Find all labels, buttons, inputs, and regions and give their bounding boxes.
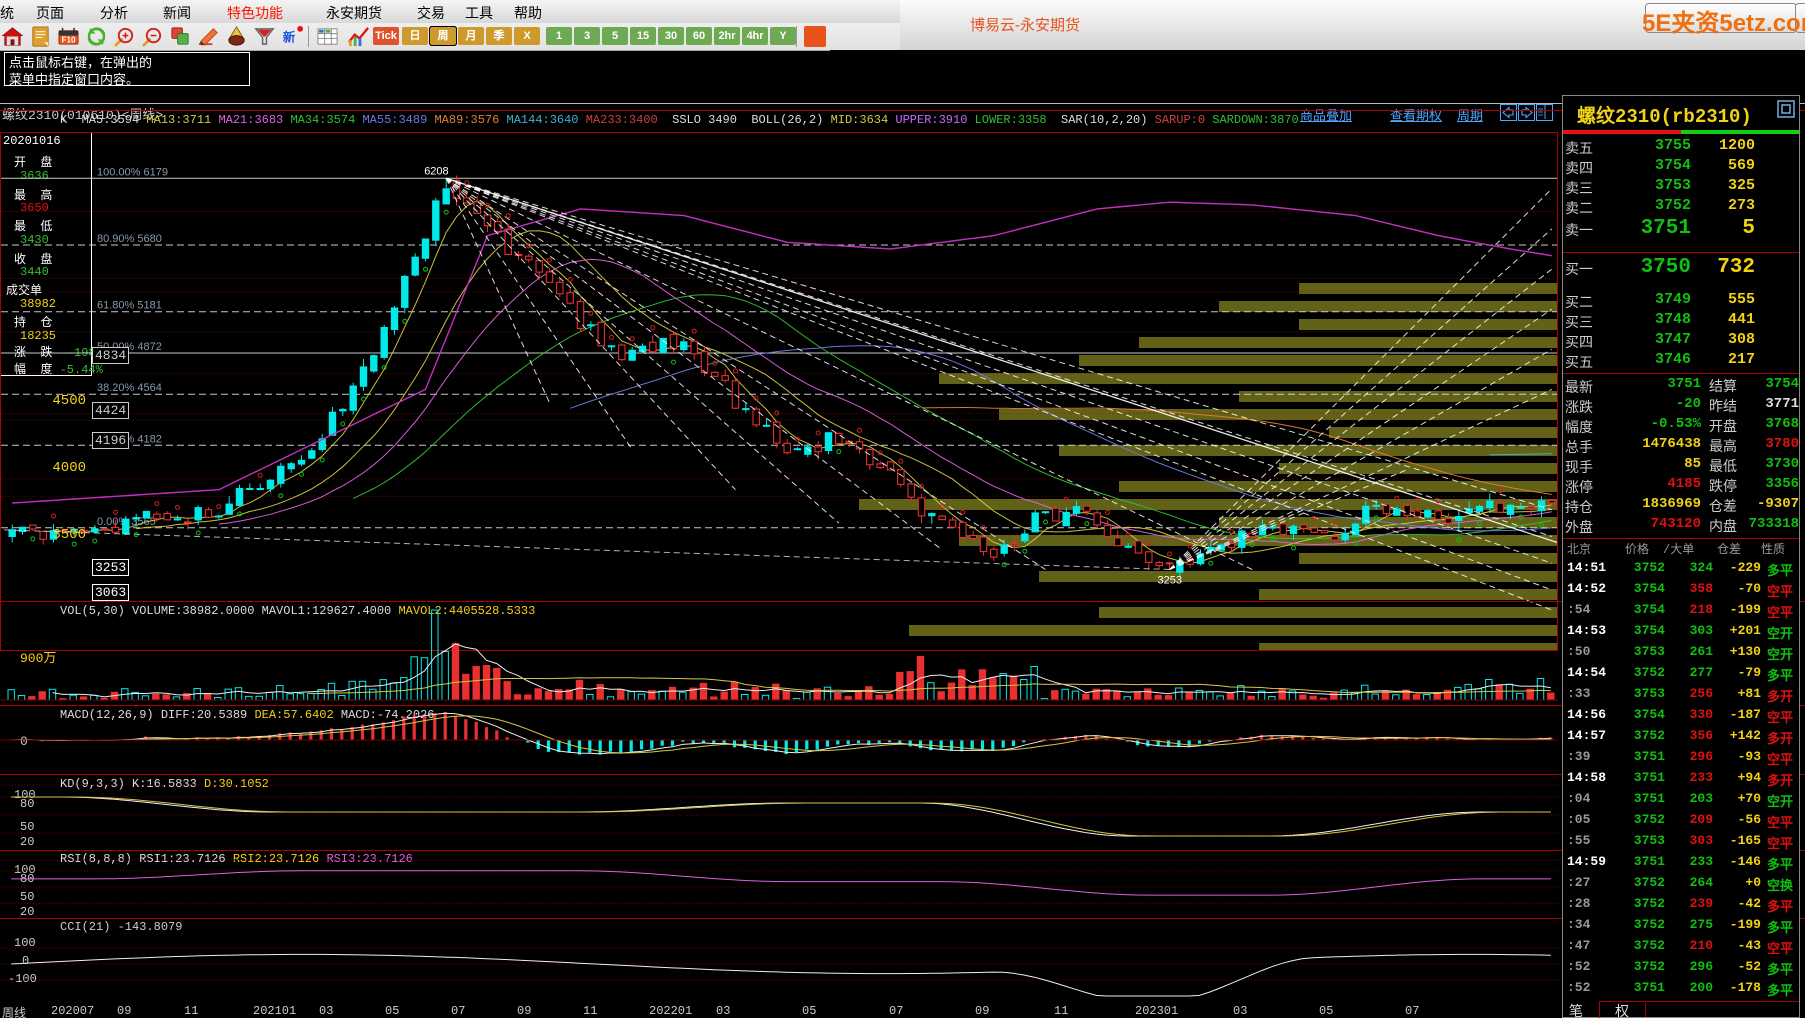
svg-text:80.90% 5680: 80.90% 5680 xyxy=(97,233,162,245)
svg-text:100.00% 6179: 100.00% 6179 xyxy=(97,166,168,178)
svg-text:61.80% 5181: 61.80% 5181 xyxy=(97,300,162,312)
svg-text:F10: F10 xyxy=(61,35,75,44)
svg-text:6208: 6208 xyxy=(424,165,448,177)
svg-text:3253: 3253 xyxy=(1158,575,1182,587)
svg-text:新: 新 xyxy=(283,29,296,44)
svg-text:38.20% 4564: 38.20% 4564 xyxy=(97,382,162,394)
